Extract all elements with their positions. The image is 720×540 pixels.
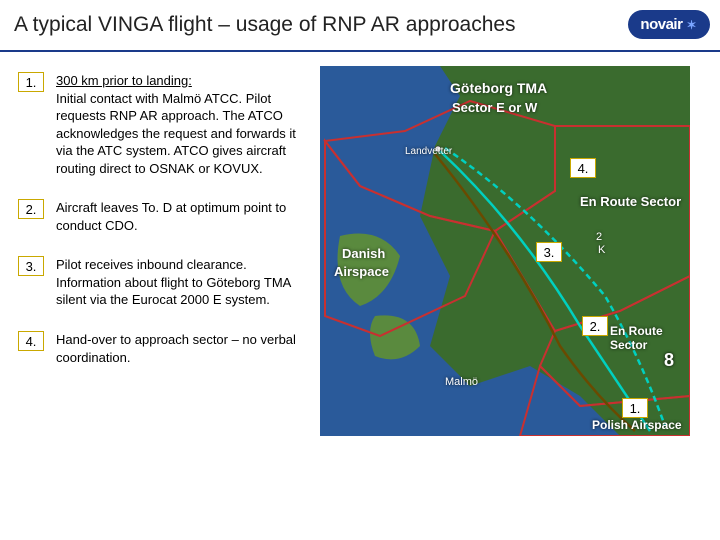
step-number-box: 1. <box>18 72 44 92</box>
map-label: Göteborg TMA <box>450 80 547 96</box>
step-text: 300 km prior to landing:Initial contact … <box>56 72 310 177</box>
map-label: Landvetter <box>405 146 452 157</box>
map-label: En Route Sector <box>610 324 690 352</box>
map-label: Danish <box>342 246 385 261</box>
map-label: Polish Airspace <box>592 418 682 432</box>
steps-panel: 1. 300 km prior to landing:Initial contac… <box>0 52 320 540</box>
step-text: Aircraft leaves To. D at optimum point t… <box>56 199 310 234</box>
step-number-box: 2. <box>18 199 44 219</box>
step-item: 1. 300 km prior to landing:Initial contac… <box>18 72 310 177</box>
step-item: 3. Pilot receives inbound clearance. Info… <box>18 256 310 309</box>
brand-text: novair <box>640 16 682 33</box>
step-text: Hand-over to approach sector – no verbal… <box>56 331 310 366</box>
brand-logo: novair ✶ <box>628 10 710 39</box>
step-body: Aircraft leaves To. D at optimum point t… <box>56 200 286 233</box>
slide-title: A typical VINGA flight – usage of RNP AR… <box>14 13 516 37</box>
step-number-box: 4. <box>18 331 44 351</box>
slide-root: A typical VINGA flight – usage of RNP AR… <box>0 0 720 540</box>
map-marker: 4. <box>570 158 596 178</box>
step-body: Hand-over to approach sector – no verbal… <box>56 332 296 365</box>
step-body: Initial contact with Malmö ATCC. Pilot r… <box>56 91 296 176</box>
page-number: 8 <box>664 350 674 371</box>
map-label: En Route Sector <box>580 194 681 209</box>
map-label: Malmö <box>445 376 478 388</box>
step-text: Pilot receives inbound clearance. Inform… <box>56 256 310 309</box>
map-marker: 2. <box>582 316 608 336</box>
step-item: 4. Hand-over to approach sector – no verb… <box>18 331 310 366</box>
step-body: Pilot receives inbound clearance. Inform… <box>56 257 291 307</box>
map-canvas: Göteborg TMA Sector E or W Landvetter En Ro… <box>320 66 690 436</box>
map-label: 2 <box>596 231 602 243</box>
step-number-box: 3. <box>18 256 44 276</box>
brand-star-icon: ✶ <box>686 18 696 32</box>
header-bar: A typical VINGA flight – usage of RNP AR… <box>0 0 720 52</box>
map-label: K <box>598 244 605 256</box>
map-marker: 1. <box>622 398 648 418</box>
map-label: Sector E or W <box>452 100 537 115</box>
map-label: Airspace <box>334 264 389 279</box>
step-underline: 300 km prior to landing: <box>56 72 310 90</box>
content-row: 1. 300 km prior to landing:Initial contac… <box>0 52 720 540</box>
step-item: 2. Aircraft leaves To. D at optimum point… <box>18 199 310 234</box>
map-panel: Göteborg TMA Sector E or W Landvetter En Ro… <box>320 52 720 540</box>
map-marker: 3. <box>536 242 562 262</box>
